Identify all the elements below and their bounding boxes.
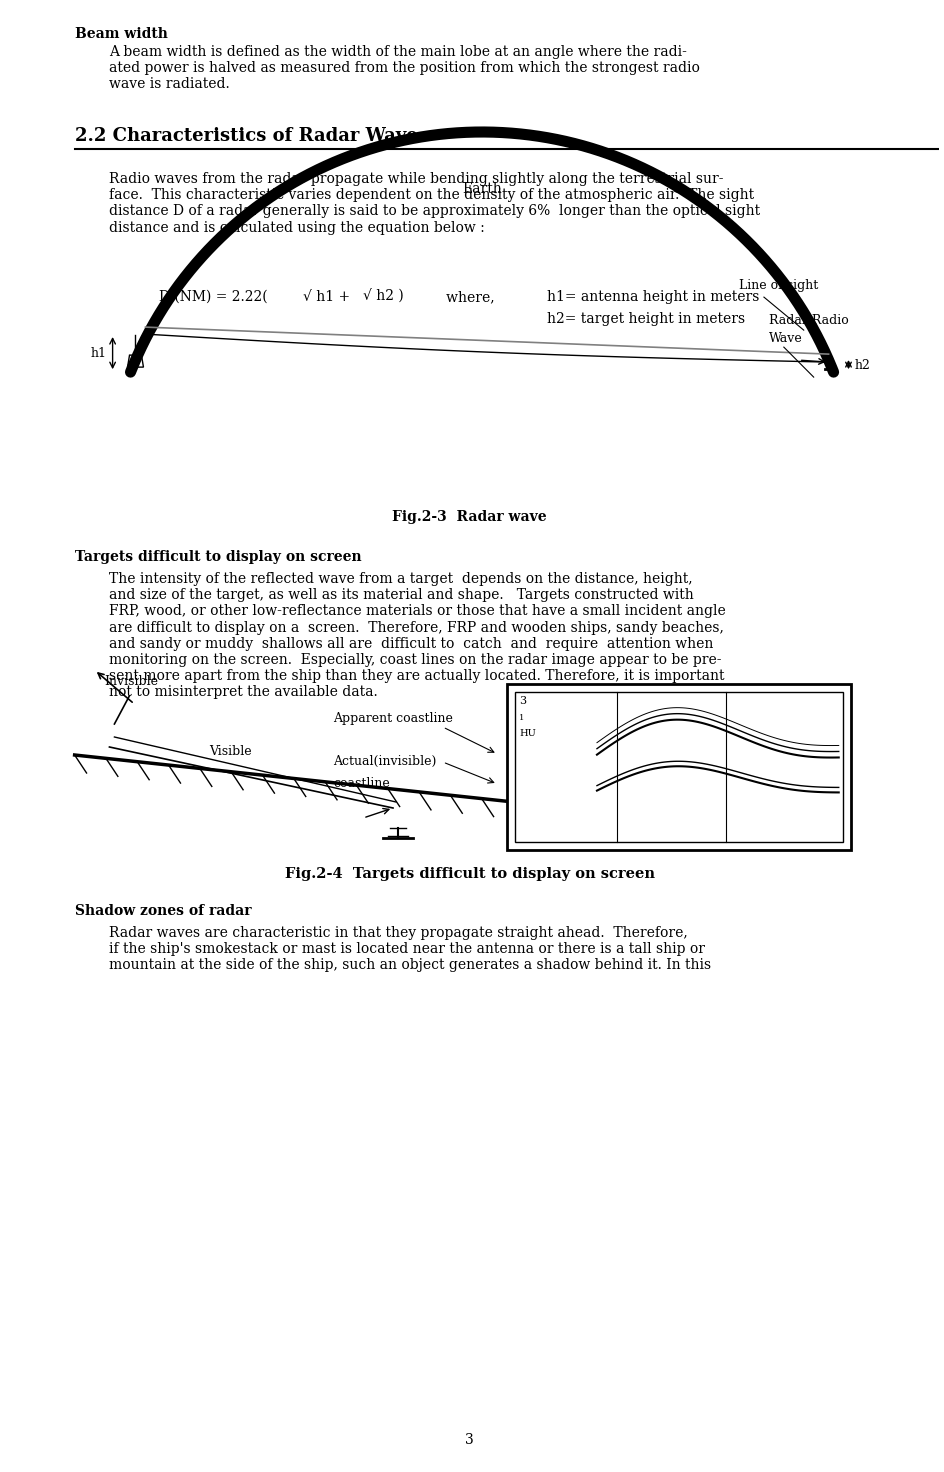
Text: √ h2 ): √ h2 )	[363, 290, 404, 305]
Text: √ h1 +: √ h1 +	[303, 290, 350, 305]
Text: Wave: Wave	[769, 333, 802, 344]
Text: Actual(invisible): Actual(invisible)	[333, 755, 437, 768]
Text: h1: h1	[91, 346, 107, 359]
Bar	[508, 684, 851, 849]
Text: Fig.2-3  Radar wave: Fig.2-3 Radar wave	[393, 509, 547, 524]
Text: The intensity of the reflected wave from a target  depends on the distance, heig: The intensity of the reflected wave from…	[110, 573, 726, 699]
Text: where,: where,	[432, 290, 495, 305]
Text: Radar Radio: Radar Radio	[769, 314, 849, 327]
Polygon shape	[127, 355, 143, 367]
Text: Fig.2-4  Targets difficult to display on screen: Fig.2-4 Targets difficult to display on …	[284, 867, 654, 882]
Text: HU: HU	[519, 729, 536, 737]
Text: Beam width: Beam width	[75, 26, 167, 41]
Text: coastline: coastline	[333, 777, 390, 790]
Text: h2= target height in meters: h2= target height in meters	[548, 312, 746, 325]
Text: 3: 3	[465, 1434, 474, 1447]
Text: Radio waves from the radar propagate while bending slightly along the terrestria: Radio waves from the radar propagate whi…	[110, 172, 761, 234]
Text: Invisible: Invisible	[105, 676, 159, 687]
Text: Radar waves are characteristic in that they propagate straight ahead.  Therefore: Radar waves are characteristic in that t…	[110, 926, 712, 973]
Text: 2.2 Characteristics of Radar Wave: 2.2 Characteristics of Radar Wave	[75, 127, 417, 146]
Text: h1= antenna height in meters: h1= antenna height in meters	[548, 290, 760, 305]
Text: Apparent coastline: Apparent coastline	[333, 712, 453, 726]
Text: Targets difficult to display on screen: Targets difficult to display on screen	[75, 551, 362, 564]
Text: Visible: Visible	[209, 745, 251, 758]
Text: Shadow zones of radar: Shadow zones of radar	[75, 904, 251, 919]
Text: Earth: Earth	[463, 183, 502, 196]
Text: A beam width is defined as the width of the main lobe at an angle where the radi: A beam width is defined as the width of …	[110, 46, 700, 91]
Bar	[515, 692, 843, 842]
Text: 3: 3	[519, 696, 527, 707]
Text: 1: 1	[519, 714, 525, 721]
Text: Line of sight: Line of sight	[739, 280, 818, 291]
Text: D (NM) = 2.22(: D (NM) = 2.22(	[160, 290, 268, 305]
Text: h2: h2	[854, 359, 870, 371]
